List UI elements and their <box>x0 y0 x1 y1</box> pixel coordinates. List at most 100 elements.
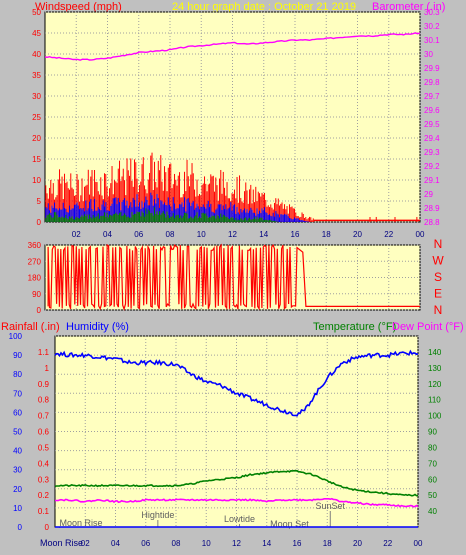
barometer-tick-label: 29.3 <box>424 148 440 157</box>
rainfall-tick-label: 1.1 <box>38 348 50 357</box>
temperature-axis-title: Temperature (°F) <box>313 321 396 333</box>
rainfall-tick-label: 0.3 <box>38 475 50 484</box>
direction-tick-label: 0 <box>37 306 42 315</box>
x-tick-label: 22 <box>383 539 392 548</box>
humidity-axis-title: Humidity (%) <box>66 321 129 333</box>
humidity-tick-label: 30 <box>13 466 22 475</box>
annotation-label: SunSet <box>316 501 346 511</box>
windspeed-tick-label: 25 <box>32 113 41 122</box>
temperature-line <box>54 469 419 497</box>
wind-barometer-panel: 0 5 10 15 20 25 30 35 40 45 50 28.8 28.9 29 29.1 29.2 29… <box>32 8 440 239</box>
barometer-tick-label: 30.2 <box>424 22 440 31</box>
temperature-tick-label: 120 <box>428 380 442 389</box>
x-tick-label: 22 <box>384 230 393 239</box>
direction-tick-label: 270 <box>28 257 42 266</box>
x-tick-label: 06 <box>134 230 143 239</box>
x-tick-label: 14 <box>262 539 271 548</box>
humidity-tick-label: 0 <box>18 523 23 532</box>
barometer-tick-label: 30 <box>424 50 433 59</box>
compass-label: N <box>434 237 443 251</box>
humidity-tick-label: 70 <box>13 389 22 398</box>
barometer-tick-label: 28.8 <box>424 218 440 227</box>
windspeed-tick-label: 30 <box>32 92 41 101</box>
humidity-tick-label: 80 <box>13 370 22 379</box>
temperature-tick-label: 70 <box>428 459 437 468</box>
x-tick-label: 08 <box>166 230 175 239</box>
x-tick-label: 16 <box>293 539 302 548</box>
x-tick-label: 02 <box>81 539 90 548</box>
barometer-tick-label: 30.3 <box>424 8 440 17</box>
direction-tick-label: 90 <box>32 290 41 299</box>
barometer-axis-title: Barometer (.in) <box>372 1 445 13</box>
barometer-tick-label: 29.9 <box>424 64 440 73</box>
humidity-tick-label: 100 <box>9 332 23 341</box>
direction-tick-label: 360 <box>28 241 42 250</box>
x-tick-label: 18 <box>322 230 331 239</box>
barometer-tick-label: 29.4 <box>424 134 440 143</box>
x-tick-label: 10 <box>197 230 206 239</box>
rainfall-tick-label: 0 <box>45 523 50 532</box>
x-tick-label: 02 <box>72 230 81 239</box>
compass-label: W <box>432 254 444 268</box>
rainfall-tick-label: 0.9 <box>38 380 50 389</box>
x-tick-label: 12 <box>232 539 241 548</box>
temperature-tick-label: 140 <box>428 348 442 357</box>
x-tick-label: 04 <box>111 539 120 548</box>
x-tick-label: 04 <box>103 230 112 239</box>
x-tick-label: 00 <box>416 230 425 239</box>
dewpoint-axis-title: Dew Point (°F) <box>392 321 464 333</box>
humidity-tick-label: 20 <box>13 485 22 494</box>
humidity-tick-label: 50 <box>13 428 22 437</box>
x-tick-label: 20 <box>353 230 362 239</box>
barometer-tick-label: 30.1 <box>424 36 440 45</box>
barometer-tick-label: 29.7 <box>424 92 440 101</box>
rainfall-tick-label: 0.7 <box>38 412 50 421</box>
temperature-tick-label: 130 <box>428 364 442 373</box>
temperature-tick-label: 40 <box>428 507 437 516</box>
rainfall-tick-label: 0.6 <box>38 428 50 437</box>
x-tick-label: 14 <box>259 230 268 239</box>
humidity-line <box>54 349 419 417</box>
temperature-tick-label: 80 <box>428 443 437 452</box>
temperature-tick-label: 90 <box>428 428 437 437</box>
windspeed-tick-label: 35 <box>32 71 41 80</box>
rainfall-tick-label: 0.8 <box>38 396 50 405</box>
rainfall-tick-label: 1 <box>45 364 50 373</box>
windspeed-tick-label: 50 <box>32 8 41 17</box>
bottom-moonrise-label: Moon Rise <box>40 538 83 548</box>
x-tick-label: 12 <box>228 230 237 239</box>
windspeed-tick-label: 5 <box>37 197 42 206</box>
x-tick-label: 18 <box>323 539 332 548</box>
compass-label: E <box>434 287 442 301</box>
x-tick-label: 06 <box>141 539 150 548</box>
x-tick-label: 10 <box>202 539 211 548</box>
annotation-label: Lowtide <box>224 514 255 524</box>
barometer-tick-label: 29 <box>424 190 433 199</box>
barometer-line <box>44 32 421 61</box>
temperature-tick-label: 100 <box>428 412 442 421</box>
temperature-tick-label: 110 <box>428 396 441 405</box>
barometer-tick-label: 29.1 <box>424 176 440 185</box>
direction-tick-label: 180 <box>28 274 42 283</box>
x-tick-label: 00 <box>414 539 423 548</box>
temperature-tick-label: 60 <box>428 475 437 484</box>
barometer-tick-label: 28.9 <box>424 204 440 213</box>
windspeed-tick-label: 10 <box>32 176 41 185</box>
humidity-temperature-panel: 010203040506070809010000.10.20.30.40.50.… <box>9 332 442 548</box>
humidity-tick-label: 10 <box>13 504 22 513</box>
barometer-tick-label: 29.6 <box>424 106 440 115</box>
annotation-label: Moon Rise <box>60 518 103 528</box>
compass-label: N <box>434 303 443 317</box>
wind-direction-line <box>47 243 420 311</box>
rainfall-tick-label: 0.4 <box>38 459 50 468</box>
x-tick-label: 20 <box>353 539 362 548</box>
rainfall-tick-label: 0.5 <box>38 443 50 452</box>
rainfall-axis-title: Rainfall (.in) <box>1 321 60 333</box>
barometer-tick-label: 29.2 <box>424 162 440 171</box>
humidity-tick-label: 90 <box>13 351 22 360</box>
windspeed-tick-label: 20 <box>32 134 41 143</box>
dew-point-line <box>55 497 419 508</box>
barometer-tick-label: 29.5 <box>424 120 440 129</box>
